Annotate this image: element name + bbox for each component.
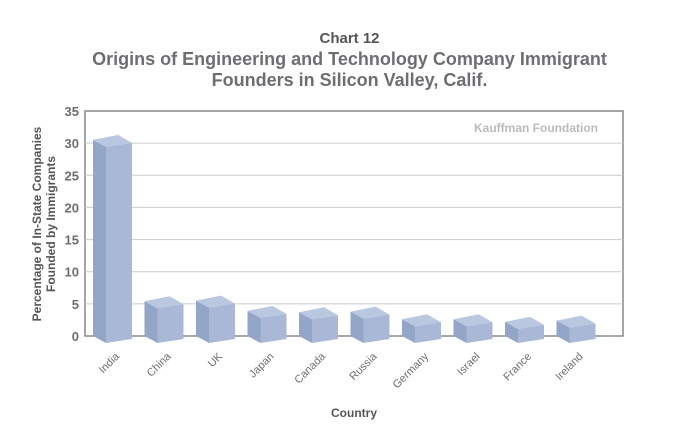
y-tick-label: 35 [65, 104, 79, 119]
y-tick-label: 30 [65, 136, 79, 151]
x-tick-label: China [145, 350, 174, 379]
bar [209, 303, 235, 343]
x-tick-label: India [97, 350, 123, 376]
x-tick-label: Japan [247, 351, 277, 381]
x-tick-label: Russia [347, 350, 380, 383]
bar-side [196, 300, 209, 343]
bar-top [93, 134, 132, 147]
bar-side [556, 320, 570, 343]
x-axis-label: Country [331, 406, 377, 420]
bar-side [350, 311, 364, 343]
bar-side [93, 139, 106, 343]
bar-top [505, 316, 544, 329]
y-tick-label: 10 [65, 265, 79, 280]
x-tick-label: Canada [292, 350, 328, 386]
bar-side [299, 312, 312, 343]
bar-top [144, 296, 184, 309]
bar [415, 322, 441, 343]
y-tick-label: 25 [65, 168, 79, 183]
bar-side [402, 319, 415, 343]
source-label: Kauffman Foundation [474, 121, 598, 135]
bar-side [505, 321, 518, 343]
plot-frame [84, 110, 624, 337]
bar [363, 314, 390, 343]
bar-top [196, 295, 235, 308]
x-tick-label: Ireland [553, 351, 585, 383]
bar-side [144, 301, 158, 343]
chart-title: Origins of Engineering and Technology Co… [0, 49, 699, 91]
bar-top [556, 315, 596, 328]
chart-label: Chart 12 [319, 30, 380, 47]
y-axis-label-line-1: Percentage of In-State Companies [30, 126, 44, 321]
bar [312, 315, 338, 343]
bar-top [453, 314, 493, 327]
bar [106, 142, 132, 343]
bar-top [247, 305, 287, 318]
x-tick-label: Israel [455, 351, 483, 379]
bar-top [350, 306, 390, 319]
x-tick-label: Germany [391, 350, 432, 391]
bar-side [247, 310, 261, 343]
bar-top [299, 307, 338, 320]
bar [260, 313, 287, 343]
y-tick-label: 20 [65, 200, 79, 215]
title-line-2: Founders in Silicon Valley, Calif. [211, 70, 488, 90]
bar [157, 304, 184, 343]
bar-top [402, 314, 441, 327]
y-axis-label-line-2: Founded by Immigrants [44, 156, 58, 292]
x-tick-label: France [501, 351, 534, 384]
y-tick-label: 0 [72, 329, 79, 344]
bar [518, 324, 544, 343]
y-tick-label: 5 [72, 297, 79, 312]
bar [569, 323, 596, 343]
title-line-1: Origins of Engineering and Technology Co… [92, 49, 607, 69]
bar-side [453, 319, 467, 343]
x-tick-label: UK [206, 350, 226, 370]
y-tick-label: 15 [65, 233, 79, 248]
bar [466, 322, 493, 343]
